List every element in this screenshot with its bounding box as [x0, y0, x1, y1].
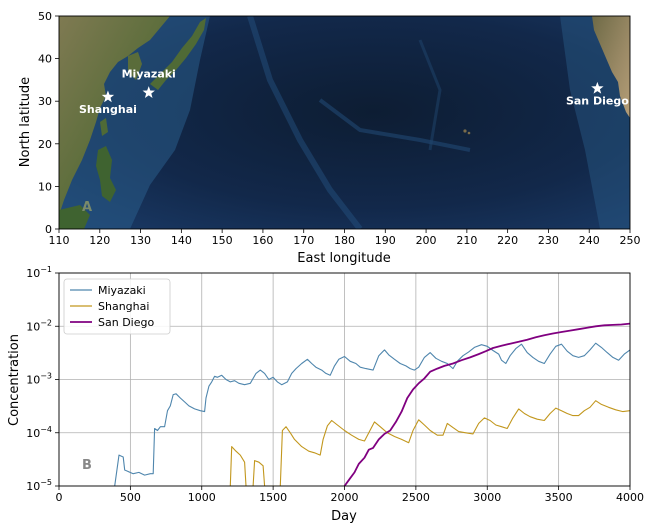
chart-x-tick-label: 1000 [188, 491, 216, 504]
map-x-axis-label: East longitude [297, 251, 390, 266]
map-background [59, 16, 630, 229]
chart-y-tick-label: 10−4 [26, 425, 52, 440]
chart-x-ticks: 0 500 1000 1500 2000 2500 3000 3500 4000 [56, 486, 644, 504]
japan-landmass [150, 18, 206, 90]
line-chart-panel: 0 500 1000 1500 2000 2500 3000 3500 4000 10−510−… [7, 265, 644, 524]
series-line-san-diego [343, 322, 630, 486]
map-x-tick-label: 210 [456, 234, 477, 247]
map-x-ticks: 110 120 130 140 150 160 170 180 190 200 210 220 230 2… [49, 229, 641, 247]
city-label-miyazaki: Miyazaki [122, 68, 176, 81]
map-x-tick-label: 110 [49, 234, 70, 247]
chart-x-tick-label: 2000 [331, 491, 359, 504]
map-x-tick-label: 130 [130, 234, 151, 247]
map-x-tick-label: 170 [293, 234, 314, 247]
series-lines [114, 322, 630, 486]
legend-label-san-diego: San Diego [98, 316, 154, 329]
map-x-tick-label: 160 [252, 234, 273, 247]
chart-y-tick-label: 10−3 [26, 372, 52, 387]
map-y-axis-label: North latitude [18, 77, 33, 167]
chart-x-tick-label: 500 [120, 491, 141, 504]
legend-box [63, 278, 171, 335]
map-y-tick-label: 10 [38, 180, 52, 193]
chart-x-tick-label: 3000 [473, 491, 501, 504]
map-x-tick-label: 240 [579, 234, 600, 247]
chart-x-tick-label: 0 [56, 491, 63, 504]
series-line-miyazaki [114, 342, 630, 486]
chart-y-tick-label: 10−1 [26, 265, 52, 280]
map-x-tick-label: 190 [375, 234, 396, 247]
map-y-tick-label: 20 [38, 138, 52, 151]
map-x-tick-label: 120 [89, 234, 110, 247]
panel-a-label: A [82, 200, 92, 215]
map-y-tick-label: 30 [38, 95, 52, 108]
map-x-tick-label: 250 [620, 234, 641, 247]
map-y-tick-label: 0 [45, 223, 52, 236]
legend: Miyazaki Shanghai San Diego [63, 278, 171, 335]
chart-y-ticks: 10−5 10−4 10−3 10−2 10−1 [26, 265, 59, 493]
asia-landmass [59, 16, 170, 215]
panel-b-label: B [82, 458, 92, 473]
map-x-tick-label: 200 [416, 234, 437, 247]
north-america-landmass [592, 16, 630, 118]
chart-x-tick-label: 1500 [259, 491, 287, 504]
map-x-tick-label: 140 [171, 234, 192, 247]
star-marker-san-diego [591, 81, 604, 94]
star-marker-miyazaki [142, 86, 155, 98]
map-x-tick-label: 150 [212, 234, 233, 247]
map-x-tick-label: 230 [538, 234, 559, 247]
chart-y-tick-label: 10−5 [26, 478, 52, 493]
legend-label-shanghai: Shanghai [98, 300, 149, 313]
chart-y-tick-label: 10−2 [26, 318, 52, 333]
philippines-landmass [96, 146, 116, 202]
map-y-ticks: 0 10 20 30 40 50 [38, 10, 59, 236]
map-x-tick-label: 220 [497, 234, 518, 247]
legend-label-miyazaki: Miyazaki [98, 284, 146, 297]
chart-x-axis-label: Day [331, 509, 357, 524]
map-panel: 110 120 130 140 150 160 170 180 190 200 210 220 230 2… [18, 10, 641, 266]
city-label-san-diego: San Diego [566, 94, 629, 107]
chart-x-tick-label: 2500 [402, 491, 430, 504]
chart-x-tick-label: 4000 [616, 491, 644, 504]
chart-y-axis-label: Concentration [7, 334, 22, 426]
map-x-tick-label: 180 [334, 234, 355, 247]
map-y-tick-label: 40 [38, 53, 52, 66]
map-y-tick-label: 50 [38, 10, 52, 23]
chart-x-tick-label: 3500 [545, 491, 573, 504]
star-marker-shanghai [101, 90, 115, 103]
series-line-shanghai [229, 400, 630, 486]
city-label-shanghai: Shanghai [79, 103, 137, 116]
map-markers: Miyazaki Shanghai San Diego [79, 68, 629, 116]
